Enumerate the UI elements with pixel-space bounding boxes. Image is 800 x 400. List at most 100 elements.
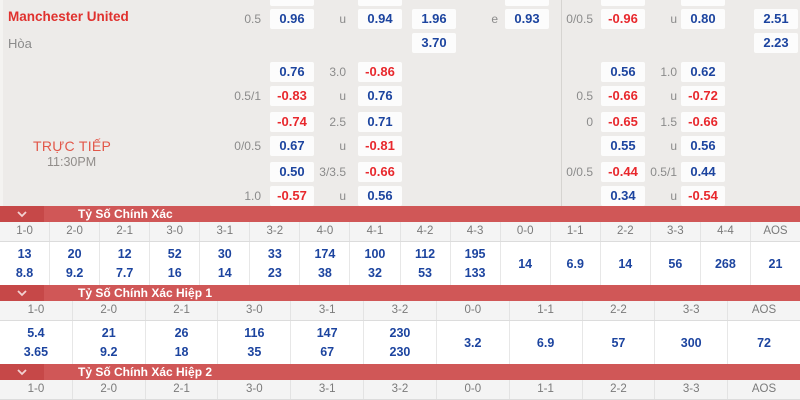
odds-value[interactable]: -0.44 xyxy=(601,162,645,182)
score-odds-value[interactable]: 35 xyxy=(247,345,262,359)
score-odds-value[interactable]: 18 xyxy=(174,345,189,359)
odds-value[interactable]: -0.86 xyxy=(358,62,402,82)
score-odds-value[interactable]: 230 xyxy=(389,326,411,340)
section-header-bar[interactable]: Tỷ Số Chính Xác xyxy=(0,206,800,222)
score-odds-value[interactable]: 195 xyxy=(464,247,486,261)
odds-value[interactable]: -0.66 xyxy=(358,162,402,182)
score-odds-value[interactable]: 147 xyxy=(316,326,338,340)
score-odds-cell[interactable]: 116 35 xyxy=(217,321,290,364)
odds-value[interactable]: 0.94 xyxy=(358,9,402,29)
score-odds-value[interactable]: 57 xyxy=(611,335,626,350)
odds-value[interactable]: -0.66 xyxy=(681,112,725,132)
odds-value[interactable]: 2.51 xyxy=(754,9,798,29)
score-odds-cell[interactable]: 100 32 xyxy=(349,242,399,285)
score-odds-cell[interactable]: 72 xyxy=(727,321,800,364)
odds-value[interactable]: 0.67 xyxy=(270,136,314,156)
section-toggle[interactable] xyxy=(0,364,44,380)
odds-value[interactable]: -0.66 xyxy=(601,86,645,106)
score-odds-value[interactable]: 100 xyxy=(364,247,386,261)
odds-value[interactable]: -0.74 xyxy=(270,112,314,132)
score-odds-value[interactable]: 9.2 xyxy=(100,345,118,359)
score-odds-cell[interactable]: 33 23 xyxy=(249,242,299,285)
odds-value[interactable]: 0.93 xyxy=(505,9,549,29)
score-odds-cell[interactable]: 174 38 xyxy=(299,242,349,285)
odds-value[interactable]: 0.56 xyxy=(358,186,402,206)
odds-value[interactable]: 0.62 xyxy=(681,62,725,82)
odds-value[interactable]: 3.70 xyxy=(412,33,456,53)
score-odds-cell[interactable]: 230 230 xyxy=(363,321,436,364)
section-header-bar[interactable]: Tỷ Số Chính Xác Hiệp 2 xyxy=(0,364,800,380)
score-odds-value[interactable]: 14 xyxy=(618,256,633,271)
score-odds-value[interactable]: 300 xyxy=(680,335,702,350)
chevron-down-icon[interactable] xyxy=(17,368,27,376)
section-header-bar[interactable]: Tỷ Số Chính Xác Hiệp 1 xyxy=(0,285,800,301)
odds-value[interactable]: -0.83 xyxy=(270,86,314,106)
score-odds-cell[interactable]: 6.9 xyxy=(549,242,600,285)
score-odds-value[interactable]: 53 xyxy=(418,266,432,280)
section-toggle[interactable] xyxy=(0,285,44,301)
score-odds-value[interactable]: 21 xyxy=(101,326,116,340)
score-odds-cell[interactable]: 21 9.2 xyxy=(71,321,145,364)
score-odds-value[interactable]: 21 xyxy=(768,256,783,271)
score-odds-value[interactable]: 32 xyxy=(368,266,382,280)
score-odds-value[interactable]: 6.9 xyxy=(536,335,555,350)
odds-value[interactable]: 0.34 xyxy=(601,186,645,206)
score-odds-value[interactable]: 33 xyxy=(267,247,282,261)
odds-value[interactable]: -0.65 xyxy=(601,112,645,132)
odds-value[interactable]: -0.54 xyxy=(681,186,725,206)
section-toggle[interactable] xyxy=(0,206,44,222)
odds-value[interactable]: 0.96 xyxy=(270,9,314,29)
odds-value[interactable]: -0.72 xyxy=(681,86,725,106)
score-odds-cell[interactable]: 268 xyxy=(699,242,750,285)
score-odds-cell[interactable]: 147 67 xyxy=(290,321,363,364)
odds-value[interactable]: 0.50 xyxy=(270,162,314,182)
score-odds-value[interactable]: 67 xyxy=(320,345,335,359)
score-odds-value[interactable]: 38 xyxy=(317,266,332,280)
score-odds-value[interactable]: 5.4 xyxy=(27,326,45,340)
odds-value[interactable]: 0.80 xyxy=(681,9,725,29)
score-odds-value[interactable]: 268 xyxy=(714,256,736,271)
score-odds-cell[interactable]: 52 16 xyxy=(149,242,199,285)
score-odds-value[interactable]: 26 xyxy=(174,326,189,340)
odds-value[interactable]: 2.23 xyxy=(754,33,798,53)
odds-value[interactable]: 0.56 xyxy=(601,62,645,82)
score-odds-cell[interactable]: 56 xyxy=(649,242,700,285)
score-odds-cell[interactable]: 14 xyxy=(499,242,550,285)
score-odds-cell[interactable]: 6.9 xyxy=(508,321,582,364)
odds-value[interactable]: 0.71 xyxy=(358,112,402,132)
score-odds-cell[interactable]: 57 xyxy=(581,321,655,364)
odds-value[interactable]: 1.96 xyxy=(412,9,456,29)
score-odds-value[interactable]: 14 xyxy=(518,256,533,271)
score-odds-value[interactable]: 12 xyxy=(117,247,132,261)
odds-value[interactable]: -0.81 xyxy=(358,136,402,156)
score-odds-value[interactable]: 230 xyxy=(389,345,411,359)
score-odds-value[interactable]: 8.8 xyxy=(15,266,34,280)
odds-value[interactable]: 0.55 xyxy=(601,136,645,156)
odds-value[interactable]: -0.57 xyxy=(270,186,314,206)
score-odds-value[interactable]: 72 xyxy=(757,335,771,350)
score-odds-value[interactable]: 56 xyxy=(668,256,683,271)
score-odds-value[interactable]: 174 xyxy=(314,247,336,261)
score-odds-cell[interactable]: 21 xyxy=(749,242,800,285)
score-odds-value[interactable]: 14 xyxy=(217,266,232,280)
score-odds-value[interactable]: 30 xyxy=(217,247,232,261)
score-odds-cell[interactable]: 195 133 xyxy=(449,242,500,285)
chevron-down-icon[interactable] xyxy=(17,210,27,218)
score-odds-value[interactable]: 6.9 xyxy=(566,256,584,271)
odds-value[interactable]: 0.44 xyxy=(681,162,725,182)
odds-value[interactable]: 0.76 xyxy=(270,62,314,82)
score-odds-cell[interactable]: 30 14 xyxy=(199,242,249,285)
score-odds-value[interactable]: 3.2 xyxy=(464,335,482,350)
odds-value[interactable]: -0.96 xyxy=(601,9,645,29)
score-odds-value[interactable]: 23 xyxy=(267,266,282,280)
odds-value[interactable]: 0.56 xyxy=(681,136,725,156)
chevron-down-icon[interactable] xyxy=(17,289,27,297)
odds-value[interactable]: 0.76 xyxy=(358,86,402,106)
score-odds-value[interactable]: 20 xyxy=(67,247,82,261)
score-odds-value[interactable]: 7.7 xyxy=(115,266,134,280)
score-odds-cell[interactable]: 13 8.8 xyxy=(0,242,49,285)
score-odds-value[interactable]: 16 xyxy=(167,266,182,280)
score-odds-cell[interactable]: 12 7.7 xyxy=(99,242,149,285)
score-odds-value[interactable]: 133 xyxy=(464,266,486,280)
score-odds-cell[interactable]: 112 53 xyxy=(399,242,450,285)
